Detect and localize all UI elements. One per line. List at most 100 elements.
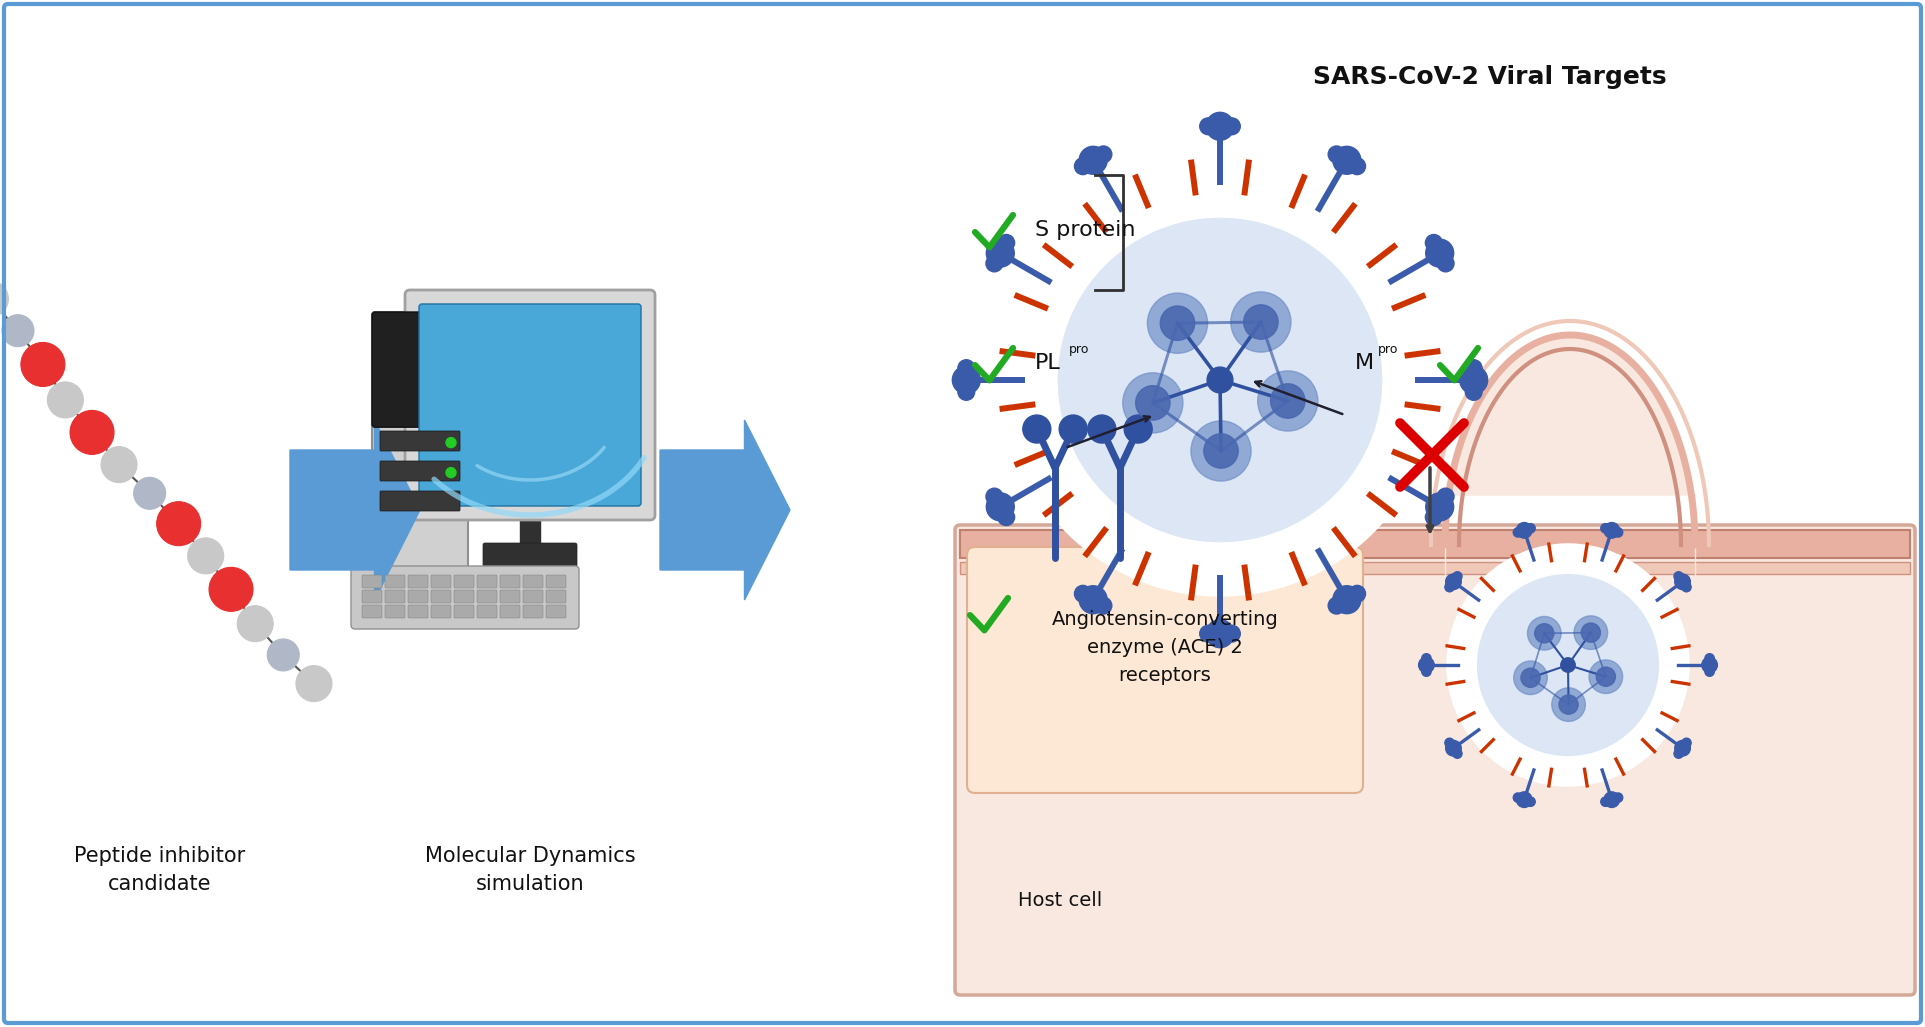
Circle shape	[1332, 585, 1361, 614]
Circle shape	[1465, 359, 1482, 377]
Circle shape	[1527, 616, 1561, 650]
FancyBboxPatch shape	[524, 575, 543, 588]
Circle shape	[1426, 239, 1453, 267]
Circle shape	[1478, 575, 1657, 755]
Circle shape	[1453, 749, 1461, 758]
Circle shape	[1675, 749, 1682, 758]
Circle shape	[1270, 384, 1305, 418]
FancyBboxPatch shape	[408, 605, 427, 618]
FancyBboxPatch shape	[385, 589, 404, 603]
Circle shape	[1446, 574, 1461, 589]
Circle shape	[986, 488, 1003, 505]
Circle shape	[447, 467, 456, 478]
FancyBboxPatch shape	[454, 589, 474, 603]
Circle shape	[1602, 797, 1609, 806]
FancyBboxPatch shape	[500, 589, 520, 603]
FancyBboxPatch shape	[524, 589, 543, 603]
FancyBboxPatch shape	[961, 562, 1910, 574]
Circle shape	[953, 366, 980, 394]
Circle shape	[1419, 657, 1434, 673]
Circle shape	[1426, 493, 1453, 521]
Text: Host cell: Host cell	[1018, 890, 1103, 910]
Circle shape	[1588, 660, 1623, 693]
Circle shape	[1080, 146, 1107, 175]
Circle shape	[1059, 415, 1088, 443]
Circle shape	[133, 478, 166, 509]
Circle shape	[1682, 582, 1692, 592]
FancyBboxPatch shape	[431, 605, 450, 618]
Circle shape	[986, 255, 1003, 272]
Circle shape	[1230, 292, 1292, 352]
Circle shape	[1022, 415, 1051, 443]
Circle shape	[997, 508, 1014, 526]
Text: pro: pro	[1378, 343, 1398, 356]
Polygon shape	[520, 330, 541, 550]
Circle shape	[1349, 585, 1365, 602]
Circle shape	[1424, 508, 1442, 526]
Circle shape	[1257, 371, 1319, 431]
Circle shape	[1074, 158, 1091, 175]
Circle shape	[1675, 572, 1682, 581]
Circle shape	[1349, 158, 1365, 175]
Circle shape	[1199, 625, 1217, 642]
Circle shape	[1596, 668, 1615, 686]
Circle shape	[296, 665, 331, 701]
Circle shape	[1332, 146, 1361, 175]
Circle shape	[997, 234, 1014, 252]
FancyBboxPatch shape	[385, 575, 404, 588]
FancyBboxPatch shape	[408, 575, 427, 588]
Circle shape	[1446, 740, 1461, 756]
FancyBboxPatch shape	[454, 575, 474, 588]
FancyBboxPatch shape	[454, 605, 474, 618]
Circle shape	[1448, 545, 1688, 785]
Circle shape	[1147, 293, 1207, 353]
Circle shape	[210, 567, 252, 611]
Polygon shape	[660, 420, 789, 600]
FancyBboxPatch shape	[500, 605, 520, 618]
Circle shape	[156, 501, 200, 545]
Circle shape	[1682, 738, 1692, 748]
Circle shape	[1521, 669, 1540, 687]
Polygon shape	[291, 420, 420, 600]
Circle shape	[1527, 524, 1536, 533]
Circle shape	[1207, 112, 1234, 141]
FancyBboxPatch shape	[547, 575, 566, 588]
Circle shape	[1207, 367, 1232, 393]
FancyBboxPatch shape	[408, 589, 427, 603]
FancyBboxPatch shape	[379, 461, 460, 481]
Circle shape	[0, 281, 8, 317]
Circle shape	[1517, 523, 1532, 538]
FancyBboxPatch shape	[362, 575, 381, 588]
Circle shape	[1575, 616, 1607, 649]
Circle shape	[187, 538, 223, 574]
Circle shape	[986, 493, 1014, 521]
FancyBboxPatch shape	[477, 589, 497, 603]
Polygon shape	[1446, 335, 1696, 545]
Circle shape	[1438, 488, 1453, 505]
Circle shape	[1675, 574, 1690, 589]
Circle shape	[1438, 255, 1453, 272]
Circle shape	[21, 342, 65, 386]
FancyBboxPatch shape	[547, 589, 566, 603]
FancyBboxPatch shape	[431, 575, 450, 588]
Text: M: M	[1355, 353, 1374, 373]
Circle shape	[1244, 305, 1278, 339]
Circle shape	[447, 438, 456, 448]
Circle shape	[1424, 234, 1442, 252]
Circle shape	[1513, 528, 1523, 537]
FancyBboxPatch shape	[372, 312, 468, 427]
FancyBboxPatch shape	[385, 605, 404, 618]
Circle shape	[1328, 598, 1346, 614]
Circle shape	[1453, 572, 1461, 581]
FancyBboxPatch shape	[350, 566, 579, 629]
Circle shape	[1224, 625, 1240, 642]
Text: Molecular Dynamics
simulation: Molecular Dynamics simulation	[425, 846, 635, 893]
Circle shape	[1602, 524, 1609, 533]
FancyBboxPatch shape	[477, 605, 497, 618]
Circle shape	[986, 239, 1014, 267]
Circle shape	[1561, 658, 1575, 673]
FancyBboxPatch shape	[362, 605, 381, 618]
Circle shape	[959, 359, 974, 377]
Text: PL: PL	[1036, 353, 1061, 373]
Circle shape	[1005, 165, 1434, 595]
